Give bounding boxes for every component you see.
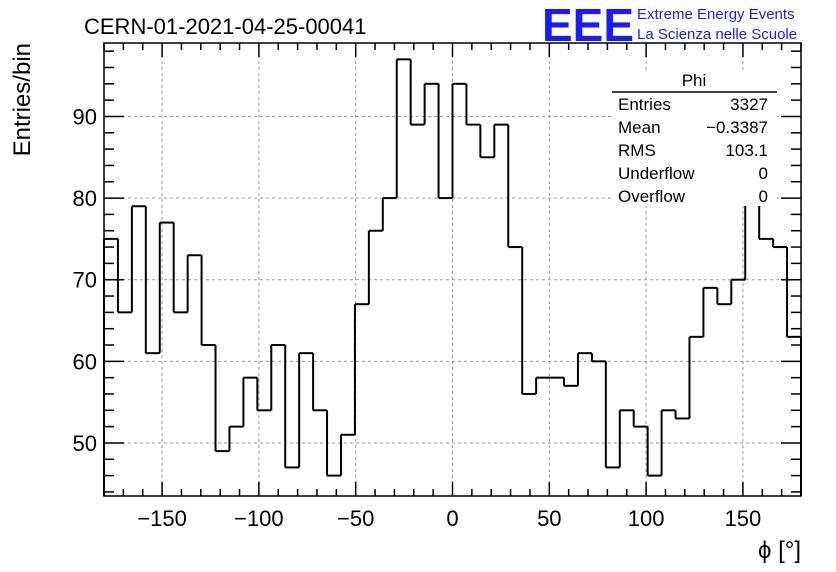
- histogram-bar: [563, 377, 578, 387]
- histogram-bar: [228, 425, 244, 452]
- y-axis-label: Entries/bin: [9, 43, 36, 156]
- histogram-bar: [270, 344, 286, 411]
- histogram-bar: [590, 353, 606, 363]
- stats-value-underflow: 0: [759, 164, 768, 183]
- histogram-bar: [521, 247, 537, 395]
- histogram-bar: [716, 287, 732, 306]
- histogram-bar: [576, 352, 592, 386]
- histogram-bar: [660, 409, 676, 476]
- logo-line-1: Extreme Energy Events: [637, 6, 795, 23]
- stats-label-entries: Entries: [618, 95, 671, 114]
- logo-line-2: La Scienza nelle Scuole: [637, 26, 797, 43]
- y-tick-labels: 50 60 70 80 90: [73, 104, 97, 455]
- x-tick-label: −100: [234, 506, 284, 531]
- stats-box: Phi Entries 3327 Mean −0.3387 RMS 103.1 …: [612, 71, 777, 206]
- stats-value-overflow: 0: [759, 187, 768, 206]
- histogram-bar: [423, 82, 439, 125]
- stats-label-underflow: Underflow: [618, 164, 695, 183]
- axis-ticks: [103, 43, 802, 496]
- histogram-bar: [353, 303, 369, 435]
- histogram-bar: [465, 83, 481, 126]
- histogram-bar: [604, 361, 620, 469]
- histogram-bar: [298, 352, 314, 468]
- y-tick-label: 50: [73, 431, 97, 456]
- stats-value-entries: 3327: [730, 95, 768, 114]
- histogram-bar: [437, 83, 453, 200]
- histogram-bar: [493, 123, 509, 158]
- histogram-bar: [479, 124, 495, 159]
- x-tick-label: 50: [537, 506, 561, 531]
- histogram-bar: [618, 409, 634, 468]
- histogram-bar: [256, 377, 272, 412]
- plot-frame: [103, 42, 802, 497]
- stats-label-mean: Mean: [618, 118, 661, 137]
- histogram-bar: [409, 59, 425, 126]
- histogram-bar: [702, 286, 718, 337]
- histogram-bars: [103, 58, 802, 496]
- histogram-bar: [451, 82, 467, 199]
- histogram-bar: [367, 229, 383, 305]
- stats-box-bg: [612, 72, 777, 206]
- histogram-bar: [144, 206, 160, 355]
- histogram-bar: [200, 255, 216, 346]
- x-axis-label: ϕ [°]: [758, 537, 801, 564]
- eee-logo: EEE: [542, 0, 634, 51]
- y-tick-label: 70: [73, 268, 97, 293]
- histogram-bar: [730, 278, 746, 305]
- histogram-bar: [381, 197, 397, 231]
- x-tick-label: 100: [628, 506, 665, 531]
- stats-box-title: Phi: [682, 71, 707, 90]
- histogram-bar: [158, 221, 174, 354]
- stats-label-rms: RMS: [618, 141, 656, 160]
- histogram-bar: [312, 353, 328, 412]
- histogram-bar: [130, 205, 146, 313]
- x-tick-label: 0: [446, 506, 458, 531]
- histogram-bar: [772, 238, 788, 249]
- histogram-bar: [116, 238, 132, 314]
- y-tick-label: 80: [73, 186, 97, 211]
- histogram-bar: [214, 345, 230, 453]
- x-tick-label: −50: [337, 506, 374, 531]
- run-title: CERN-01-2021-04-25-00041: [84, 14, 367, 39]
- histogram-bar: [632, 410, 648, 428]
- histogram-bar: [326, 410, 341, 477]
- histogram-bar: [186, 254, 202, 313]
- stats-label-overflow: Overflow: [618, 187, 686, 206]
- histogram-bar: [172, 222, 188, 314]
- x-tick-labels: −150 −100 −50 0 50 100 150: [137, 506, 761, 531]
- histogram-bar: [646, 426, 662, 477]
- x-tick-label: 150: [725, 506, 762, 531]
- histogram-bar: [507, 124, 523, 249]
- y-tick-label: 60: [73, 349, 97, 374]
- histogram-bar: [284, 345, 300, 469]
- histogram-bar: [535, 376, 551, 394]
- histogram-bar: [688, 335, 704, 419]
- histogram-bar: [242, 376, 258, 427]
- x-tick-label: −150: [137, 506, 187, 531]
- stats-value-rms: 103.1: [725, 141, 768, 160]
- stats-value-mean: −0.3387: [706, 118, 768, 137]
- y-tick-label: 90: [73, 104, 97, 129]
- histogram-bar: [674, 410, 690, 420]
- histogram-bar: [339, 433, 355, 476]
- histogram-bar: [395, 58, 411, 199]
